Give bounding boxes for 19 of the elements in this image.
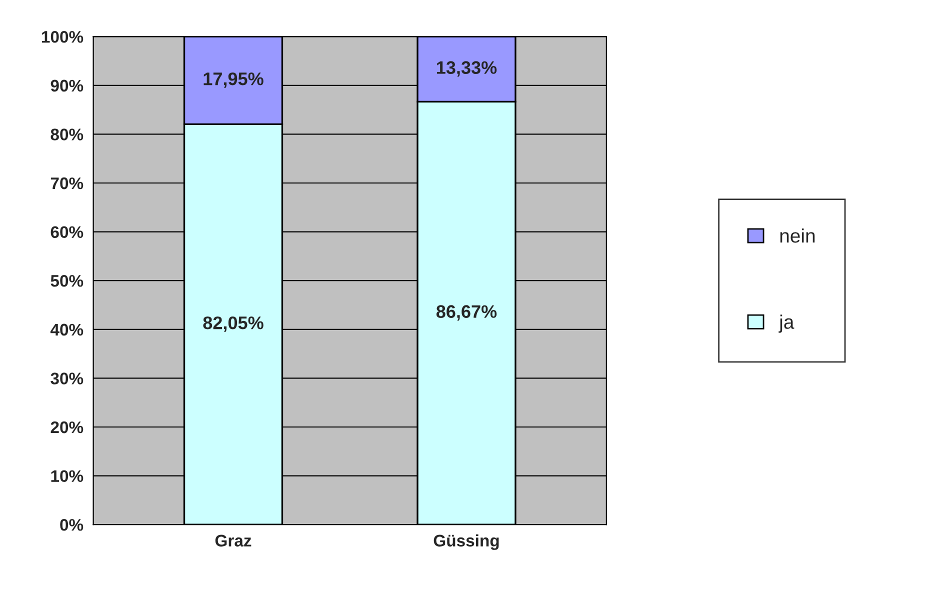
y-tick-label: 10% bbox=[51, 470, 84, 482]
data-label: 82,05% bbox=[203, 316, 264, 332]
y-tick-label: 40% bbox=[50, 324, 84, 336]
y-tick-label: 60% bbox=[50, 226, 84, 238]
y-tick-label: 20% bbox=[50, 421, 84, 434]
x-tick-label: Güssing bbox=[434, 534, 499, 550]
data-label: 86,67% bbox=[436, 305, 497, 321]
data-label: 13,33% bbox=[437, 61, 497, 77]
legend-label: ja bbox=[778, 314, 794, 333]
y-tick-label: 0% bbox=[60, 519, 84, 531]
data-label: 17,95% bbox=[204, 72, 264, 88]
y-tick-label: 80% bbox=[50, 128, 84, 140]
y-tick-label: 70% bbox=[50, 177, 84, 190]
y-tick-label: 100% bbox=[42, 31, 84, 43]
legend-label: nein bbox=[780, 228, 815, 243]
y-tick-label: 90% bbox=[50, 80, 84, 92]
y-tick-label: 50% bbox=[50, 275, 84, 287]
x-tick-label: Graz bbox=[215, 534, 252, 547]
y-tick-label: 30% bbox=[50, 372, 84, 384]
